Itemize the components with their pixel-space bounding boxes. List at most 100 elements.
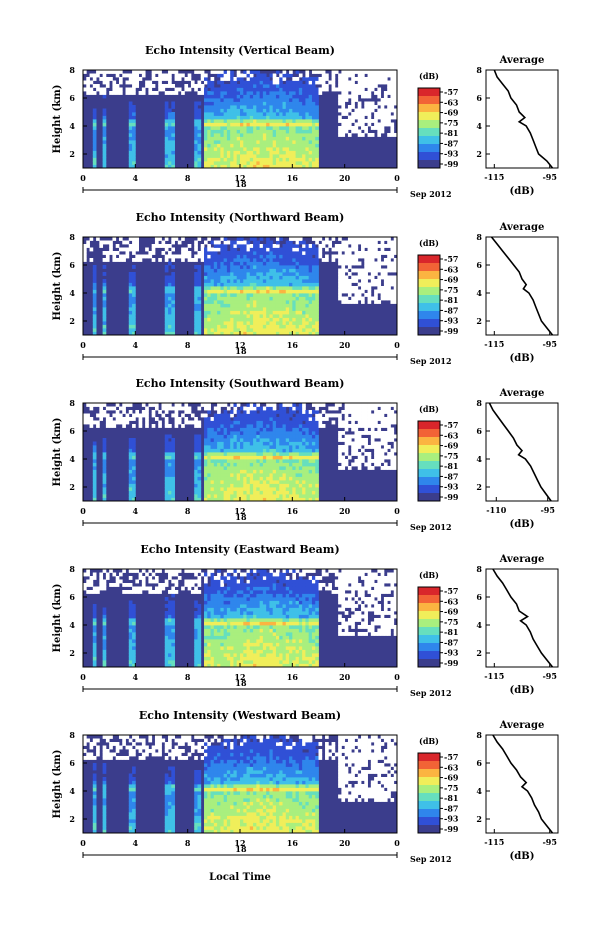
heatmap-cell bbox=[285, 87, 290, 92]
heatmap-cell bbox=[256, 494, 261, 498]
heatmap-cell bbox=[168, 642, 172, 647]
no-data-cell bbox=[197, 406, 202, 411]
heatmap-cell bbox=[249, 473, 254, 477]
no-data-cell bbox=[377, 434, 382, 439]
heatmap-cell bbox=[269, 438, 274, 442]
heatmap-cell bbox=[230, 77, 234, 81]
heatmap-cell bbox=[246, 91, 251, 95]
heatmap-cell bbox=[171, 279, 175, 283]
no-data-cell bbox=[361, 73, 365, 78]
heatmap-cell bbox=[302, 265, 306, 269]
heatmap-cell bbox=[308, 136, 313, 141]
heatmap-cell bbox=[285, 143, 290, 148]
no-data-cell bbox=[364, 293, 368, 297]
heatmap-cell bbox=[289, 268, 293, 273]
heatmap-cell bbox=[217, 494, 221, 498]
heatmap-cell bbox=[266, 143, 270, 148]
heatmap-cell bbox=[259, 143, 264, 148]
heatmap-cell bbox=[233, 98, 238, 102]
heatmap-cell bbox=[305, 279, 310, 283]
heatmap-cell bbox=[289, 140, 293, 144]
heatmap-cell bbox=[308, 87, 313, 92]
no-data-cell bbox=[357, 268, 362, 273]
heatmap-cell bbox=[204, 136, 208, 141]
heatmap-cell bbox=[220, 497, 225, 502]
no-data-cell bbox=[135, 579, 140, 584]
heatmap-cell bbox=[197, 487, 202, 491]
no-data-cell bbox=[361, 279, 365, 283]
heatmap-cell bbox=[305, 87, 310, 92]
heatmap-cell bbox=[289, 98, 293, 102]
heatmap-cell bbox=[315, 101, 319, 106]
no-data-cell bbox=[259, 244, 264, 248]
heatmap-cell bbox=[236, 452, 241, 456]
heatmap-cell bbox=[164, 321, 169, 325]
heatmap-cell bbox=[305, 105, 310, 109]
heatmap-cell bbox=[302, 317, 306, 322]
heatmap-cell bbox=[194, 108, 198, 113]
heatmap-cell bbox=[269, 452, 274, 456]
date-label: Sep 2012 bbox=[410, 189, 452, 199]
heatmap-cell bbox=[315, 448, 319, 453]
no-data-cell bbox=[105, 406, 110, 411]
heatmap-cell bbox=[230, 282, 234, 287]
heatmap-cell bbox=[279, 84, 283, 88]
no-data-cell bbox=[217, 240, 221, 245]
no-data-cell bbox=[344, 254, 349, 259]
no-data-cell bbox=[151, 258, 156, 262]
heatmap-cell bbox=[315, 452, 319, 456]
no-data-cell bbox=[361, 91, 365, 95]
heatmap-cell bbox=[240, 143, 244, 148]
heatmap-cell bbox=[233, 154, 238, 158]
panel-2: Echo Intensity (Southward Beam)2468Heigh… bbox=[52, 377, 559, 532]
heatmap-cell bbox=[220, 286, 225, 290]
heatmap-cell bbox=[132, 628, 136, 633]
heatmap-cell bbox=[171, 310, 175, 315]
heatmap-cell bbox=[282, 161, 287, 165]
heatmap-cell bbox=[259, 275, 264, 280]
no-data-cell bbox=[318, 91, 323, 95]
heatmap-cell bbox=[292, 328, 297, 332]
heatmap-cell bbox=[302, 469, 306, 474]
heatmap-cell bbox=[292, 157, 297, 162]
no-data-cell bbox=[380, 452, 385, 456]
no-data-cell bbox=[393, 417, 398, 421]
heatmap-cell bbox=[168, 122, 172, 127]
no-data-cell bbox=[367, 105, 372, 109]
heatmap-cell bbox=[311, 98, 316, 102]
no-data-cell bbox=[351, 448, 355, 453]
no-data-cell bbox=[141, 410, 146, 414]
no-data-cell bbox=[351, 452, 355, 456]
heatmap-cell bbox=[240, 157, 244, 162]
heatmap-cell bbox=[272, 98, 277, 102]
heatmap-cell bbox=[292, 448, 297, 453]
heatmap-cell bbox=[292, 105, 297, 109]
heatmap-cell bbox=[311, 410, 316, 414]
no-data-cell bbox=[331, 73, 336, 78]
heatmap-cell bbox=[226, 98, 231, 102]
no-data-cell bbox=[338, 455, 342, 460]
no-data-cell bbox=[338, 275, 342, 280]
no-data-cell bbox=[357, 466, 362, 470]
no-data-cell bbox=[364, 413, 368, 418]
heatmap-cell bbox=[272, 469, 277, 474]
no-data-cell bbox=[86, 403, 90, 407]
heatmap-cell bbox=[132, 487, 136, 491]
heatmap-cell bbox=[249, 324, 254, 329]
no-data-cell bbox=[128, 244, 133, 248]
no-data-cell bbox=[377, 403, 382, 407]
heatmap-cell bbox=[197, 161, 202, 165]
heatmap-cell bbox=[282, 310, 287, 315]
heatmap-cell bbox=[233, 452, 238, 456]
heatmap-cell bbox=[210, 282, 215, 287]
heatmap-cell bbox=[262, 293, 267, 297]
x-tick-label: 20 bbox=[339, 173, 351, 183]
heatmap-cell bbox=[266, 459, 270, 463]
heatmap-cell bbox=[213, 129, 218, 134]
no-data-cell bbox=[331, 254, 336, 259]
heatmap-cell bbox=[92, 164, 97, 169]
heatmap-cell bbox=[223, 70, 228, 74]
no-data-cell bbox=[145, 247, 149, 252]
no-data-cell bbox=[168, 70, 172, 74]
no-data-cell bbox=[383, 279, 388, 283]
